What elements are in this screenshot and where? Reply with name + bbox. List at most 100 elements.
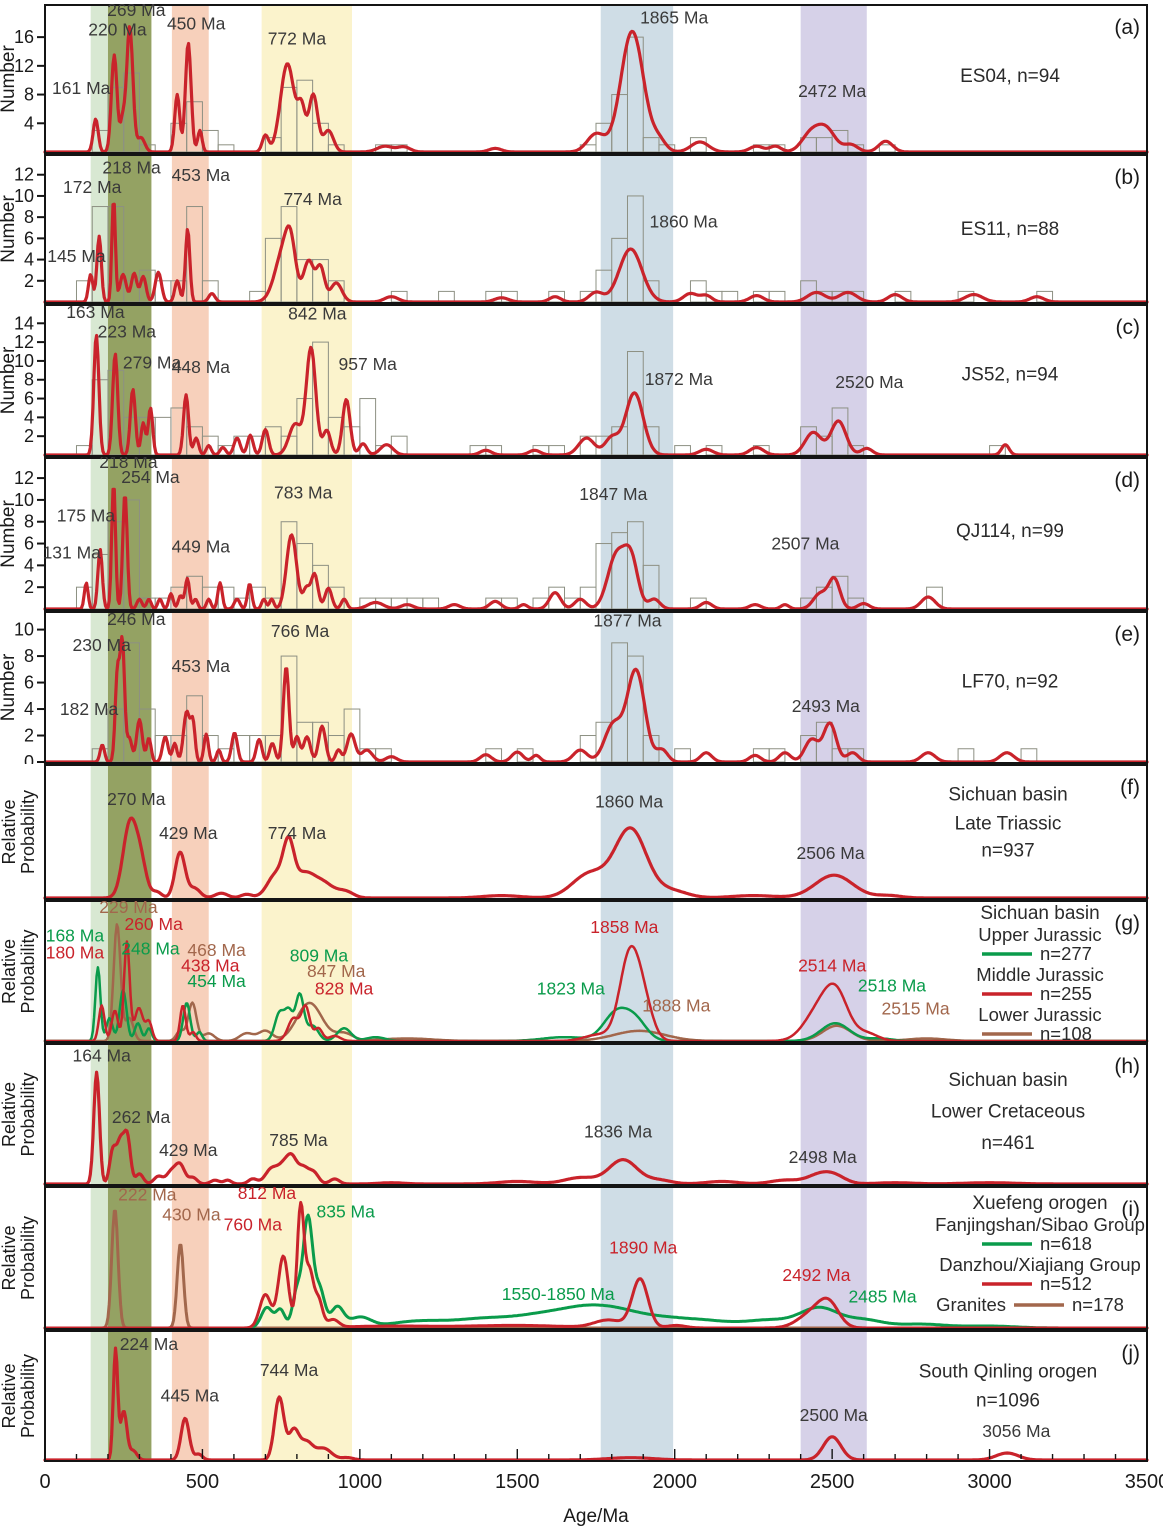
y-tick-label: 6 [24, 673, 34, 693]
peak-label: 163 Ma [66, 304, 125, 322]
sample-label: LF70, n=92 [962, 672, 1059, 693]
panel-letter: (d) [1114, 469, 1140, 492]
peak-label: 220 Ma [88, 20, 147, 40]
legend-label: Middle Jurassic [976, 964, 1104, 985]
peak-label: 772 Ma [268, 29, 327, 49]
panel-frame [44, 4, 1148, 154]
legend-count: n=618 [1040, 1233, 1092, 1254]
x-tick-label: 0 [39, 1471, 50, 1493]
peak-label: 2500 Ma [800, 1405, 868, 1425]
band-blue [600, 5, 674, 153]
panel-frame [44, 1043, 1148, 1186]
legend-count: n=178 [1072, 1294, 1124, 1315]
peak-label: 453 Ma [172, 656, 231, 676]
y-axis-title: Probability [18, 1072, 38, 1156]
kde-curve-red [43, 25, 1149, 154]
band-purple [800, 155, 867, 303]
peak-label: 453 Ma [172, 165, 231, 185]
kde-curve-red [43, 1070, 1149, 1186]
y-tick-label: 2 [24, 726, 34, 746]
y-tick-label: 8 [24, 512, 34, 532]
y-tick-label: 12 [14, 165, 34, 185]
band-olive [107, 1187, 152, 1329]
sample-label: Lower Cretaceous [931, 1101, 1085, 1122]
band-blue [600, 1331, 674, 1461]
peak-label: 454 Ma [187, 971, 246, 991]
y-tick-label: 2 [24, 577, 34, 597]
peak-label: 218 Ma [102, 158, 161, 178]
legend-label: Danzhou/Xiajiang Group [939, 1254, 1141, 1275]
sample-label: Sichuan basin [948, 785, 1067, 806]
peak-label: 2472 Ma [798, 81, 866, 101]
band-purple [800, 1044, 867, 1185]
peak-label: 448 Ma [172, 357, 231, 377]
y-axis-title: Number [0, 653, 19, 721]
y-tick-label: 8 [24, 207, 34, 227]
y-tick-label: 4 [24, 407, 34, 427]
peak-label: 430 Ma [162, 1205, 221, 1225]
x-tick-label: 2500 [810, 1471, 855, 1493]
peak-label: 785 Ma [269, 1130, 328, 1150]
peak-label: 131 Ma [43, 543, 102, 563]
y-axis-title: Probability [18, 790, 38, 874]
peak-label: 254 Ma [121, 467, 180, 487]
band-yellow [261, 765, 352, 899]
panel-frame [44, 764, 1148, 900]
peak-label: 2507 Ma [771, 533, 839, 553]
peak-label: 429 Ma [159, 823, 218, 843]
peak-label: 450 Ma [167, 14, 226, 34]
peak-label: 429 Ma [159, 1140, 218, 1160]
sample-label: South Qinling orogen [919, 1362, 1098, 1383]
legend-count: n=255 [1040, 983, 1092, 1004]
band-lightgreen [90, 1331, 108, 1461]
peak-label: 222 Ma [118, 1186, 177, 1204]
band-yellow [261, 1044, 352, 1185]
peak-label: 164 Ma [72, 1046, 131, 1066]
peak-label: 230 Ma [72, 635, 131, 655]
y-tick-label: 12 [14, 468, 34, 488]
peak-label: 1836 Ma [584, 1121, 652, 1141]
peak-label: 270 Ma [107, 789, 166, 809]
band-lightgreen [90, 155, 108, 303]
peak-label: 2492 Ma [782, 1265, 850, 1285]
peak-label: 172 Ma [63, 177, 122, 197]
panel-letter: (e) [1114, 623, 1140, 646]
y-axis-title: Number [0, 346, 19, 414]
peak-label: 835 Ma [317, 1202, 376, 1222]
peak-label: 3056 Ma [982, 1421, 1050, 1441]
y-tick-label: 4 [24, 699, 34, 719]
peak-label: 1872 Ma [645, 369, 713, 389]
peak-label: 1888 Ma [642, 996, 710, 1016]
x-tick-label: 3000 [967, 1471, 1012, 1493]
y-tick-label: 10 [14, 620, 34, 640]
y-tick-label: 12 [14, 332, 34, 352]
band-purple [800, 765, 867, 899]
histogram-bar [689, 280, 707, 303]
peak-label: 161 Ma [52, 78, 111, 98]
legend-header: Xuefeng orogen [972, 1193, 1107, 1214]
peak-label: 2493 Ma [792, 696, 860, 716]
x-tick-label: 3500 [1125, 1471, 1163, 1493]
y-axis-title: Relative [0, 799, 19, 864]
peak-label: 809 Ma [290, 945, 349, 965]
panel-letter: (b) [1114, 166, 1140, 189]
y-axis-title: Probability [18, 1354, 38, 1438]
sample-label: n=461 [981, 1133, 1034, 1154]
y-tick-label: 10 [14, 186, 34, 206]
band-purple [800, 1331, 867, 1461]
peak-label: 449 Ma [172, 536, 231, 556]
peak-label: 2498 Ma [789, 1147, 857, 1167]
peak-label: 2514 Ma [798, 956, 866, 976]
peak-label: 828 Ma [315, 978, 374, 998]
legend-label: Upper Jurassic [978, 924, 1101, 945]
y-tick-label: 8 [24, 646, 34, 666]
legend-label: Lower Jurassic [978, 1004, 1101, 1025]
legend-header: Sichuan basin [980, 903, 1099, 924]
band-blue [600, 305, 674, 456]
y-axis-title: Relative [0, 1225, 19, 1290]
legend-count: n=108 [1040, 1023, 1092, 1043]
histogram-bar [154, 416, 172, 456]
y-tick-label: 4 [24, 555, 34, 575]
